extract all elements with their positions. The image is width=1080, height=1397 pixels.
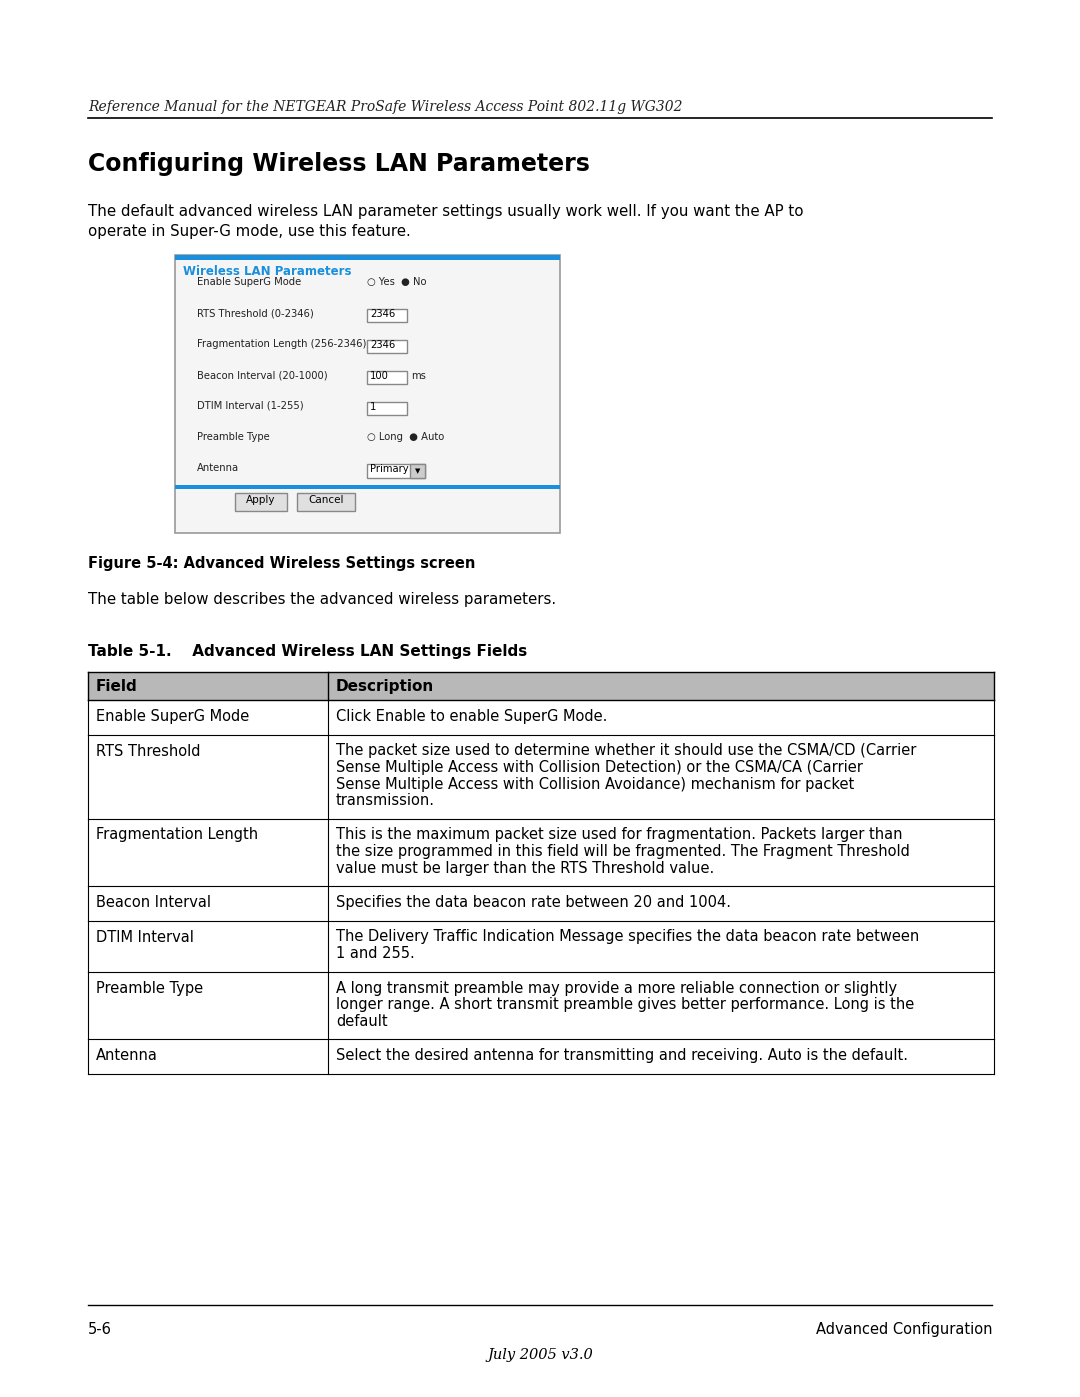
Text: Fragmentation Length: Fragmentation Length xyxy=(96,827,258,842)
Bar xyxy=(367,464,426,478)
Text: RTS Threshold (0-2346): RTS Threshold (0-2346) xyxy=(197,307,314,319)
Bar xyxy=(367,339,407,353)
Text: Primary: Primary xyxy=(370,464,408,474)
Text: transmission.: transmission. xyxy=(336,793,435,807)
Text: longer range. A short transmit preamble gives better performance. Long is the: longer range. A short transmit preamble … xyxy=(336,997,915,1011)
Text: Specifies the data beacon rate between 20 and 1004.: Specifies the data beacon rate between 2… xyxy=(336,895,731,909)
Text: ms: ms xyxy=(411,372,426,381)
Text: Enable SuperG Mode: Enable SuperG Mode xyxy=(197,277,301,286)
Text: A long transmit preamble may provide a more reliable connection or slightly: A long transmit preamble may provide a m… xyxy=(336,981,897,996)
Bar xyxy=(87,672,994,700)
Text: Antenna: Antenna xyxy=(197,462,239,474)
Text: RTS Threshold: RTS Threshold xyxy=(96,743,201,759)
Text: 5-6: 5-6 xyxy=(87,1322,112,1337)
Text: Advanced Configuration: Advanced Configuration xyxy=(815,1322,993,1337)
Text: 1: 1 xyxy=(370,402,376,412)
Text: Click Enable to enable SuperG Mode.: Click Enable to enable SuperG Mode. xyxy=(336,710,607,724)
Text: ○ Yes  ● No: ○ Yes ● No xyxy=(367,277,427,286)
Text: value must be larger than the RTS Threshold value.: value must be larger than the RTS Thresh… xyxy=(336,861,714,876)
Text: Figure 5-4: Advanced Wireless Settings screen: Figure 5-4: Advanced Wireless Settings s… xyxy=(87,556,475,571)
Bar xyxy=(367,402,407,415)
Bar xyxy=(87,700,994,735)
Text: 2346: 2346 xyxy=(370,339,395,351)
Text: Wireless LAN Parameters: Wireless LAN Parameters xyxy=(183,265,351,278)
Bar xyxy=(175,485,561,489)
Text: operate in Super-G mode, use this feature.: operate in Super-G mode, use this featur… xyxy=(87,224,410,239)
Text: ▼: ▼ xyxy=(416,468,421,474)
Text: Beacon Interval (20-1000): Beacon Interval (20-1000) xyxy=(197,370,327,380)
Bar xyxy=(297,493,355,511)
Text: the size programmed in this field will be fragmented. The Fragment Threshold: the size programmed in this field will b… xyxy=(336,844,909,859)
Text: Sense Multiple Access with Collision Avoidance) mechanism for packet: Sense Multiple Access with Collision Avo… xyxy=(336,777,854,792)
Text: The table below describes the advanced wireless parameters.: The table below describes the advanced w… xyxy=(87,592,556,608)
Text: 1 and 255.: 1 and 255. xyxy=(336,946,415,961)
Text: July 2005 v3.0: July 2005 v3.0 xyxy=(487,1348,593,1362)
Text: Cancel: Cancel xyxy=(308,495,343,504)
Text: Table 5-1.: Table 5-1. xyxy=(87,644,172,659)
Text: This is the maximum packet size used for fragmentation. Packets larger than: This is the maximum packet size used for… xyxy=(336,827,903,842)
Text: Reference Manual for the NETGEAR ProSafe Wireless Access Point 802.11g WG302: Reference Manual for the NETGEAR ProSafe… xyxy=(87,101,683,115)
Text: 100: 100 xyxy=(370,372,389,381)
Text: 2346: 2346 xyxy=(370,309,395,319)
Text: Preamble Type: Preamble Type xyxy=(96,981,203,996)
Text: The packet size used to determine whether it should use the CSMA/CD (Carrier: The packet size used to determine whethe… xyxy=(336,743,916,759)
Bar xyxy=(87,735,994,819)
Text: Antenna: Antenna xyxy=(96,1048,158,1063)
Text: Configuring Wireless LAN Parameters: Configuring Wireless LAN Parameters xyxy=(87,152,590,176)
Text: Apply: Apply xyxy=(246,495,275,504)
Bar xyxy=(87,921,994,971)
Text: The Delivery Traffic Indication Message specifies the data beacon rate between: The Delivery Traffic Indication Message … xyxy=(336,929,919,944)
Text: Select the desired antenna for transmitting and receiving. Auto is the default.: Select the desired antenna for transmitt… xyxy=(336,1048,908,1063)
Text: default: default xyxy=(336,1013,388,1028)
Bar xyxy=(87,886,994,921)
Bar xyxy=(235,493,287,511)
Bar xyxy=(367,309,407,321)
Bar xyxy=(175,256,561,260)
Bar xyxy=(175,256,561,534)
Text: DTIM Interval (1-255): DTIM Interval (1-255) xyxy=(197,401,303,411)
Bar xyxy=(87,971,994,1039)
Bar xyxy=(367,372,407,384)
Text: Beacon Interval: Beacon Interval xyxy=(96,895,211,909)
Text: Field: Field xyxy=(96,679,138,694)
Text: Fragmentation Length (256-2346): Fragmentation Length (256-2346) xyxy=(197,339,366,349)
Text: ○ Long  ● Auto: ○ Long ● Auto xyxy=(367,432,444,441)
Text: The default advanced wireless LAN parameter settings usually work well. If you w: The default advanced wireless LAN parame… xyxy=(87,204,804,219)
Text: Preamble Type: Preamble Type xyxy=(197,432,270,441)
Bar xyxy=(87,819,994,886)
Text: Sense Multiple Access with Collision Detection) or the CSMA/CA (Carrier: Sense Multiple Access with Collision Det… xyxy=(336,760,863,775)
Bar xyxy=(410,464,426,478)
Text: Description: Description xyxy=(336,679,434,694)
Bar xyxy=(87,1039,994,1073)
Text: Advanced Wireless LAN Settings Fields: Advanced Wireless LAN Settings Fields xyxy=(166,644,527,659)
Text: DTIM Interval: DTIM Interval xyxy=(96,929,194,944)
Text: Enable SuperG Mode: Enable SuperG Mode xyxy=(96,710,249,724)
